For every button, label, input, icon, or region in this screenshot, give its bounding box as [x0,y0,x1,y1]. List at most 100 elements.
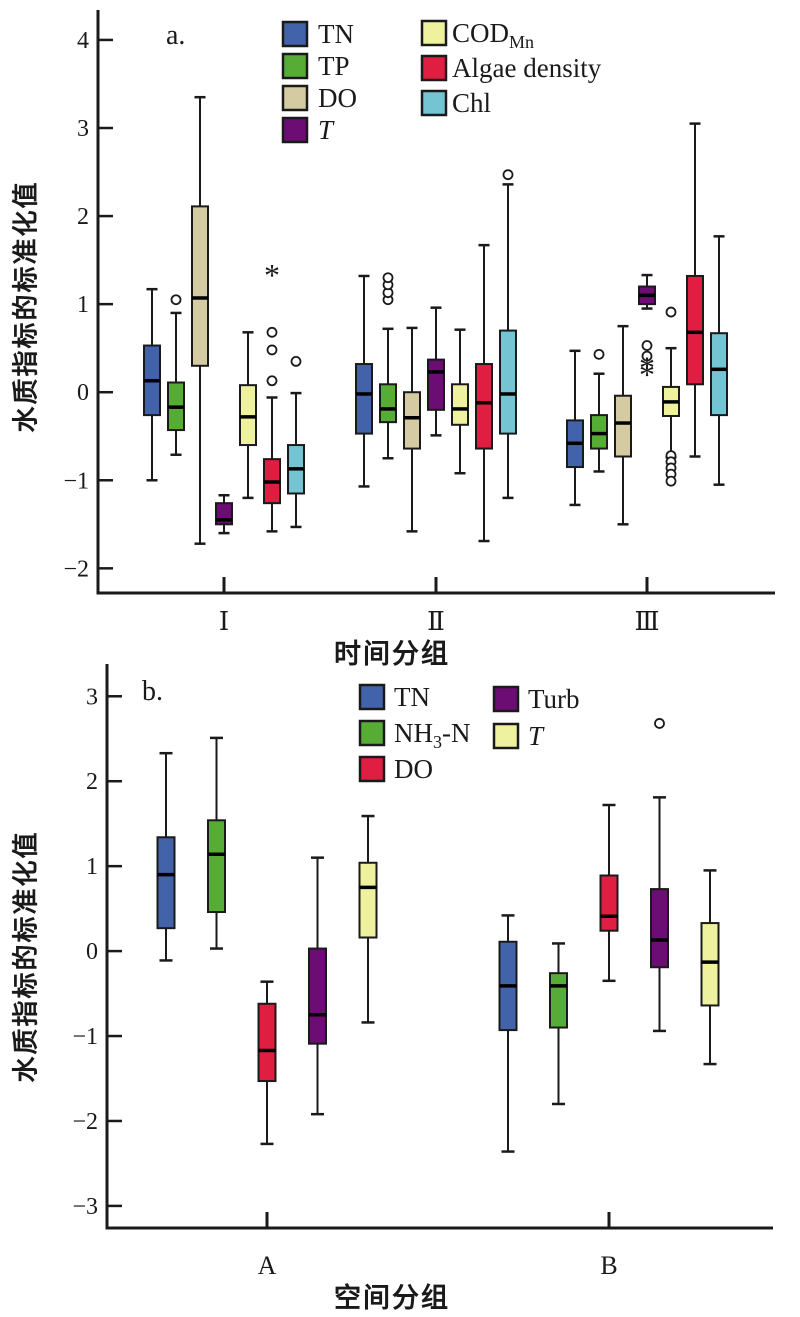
box-COD_Mn-Ⅰ [239,331,257,500]
box-T-Ⅰ [215,493,233,535]
iqr-box [358,861,378,939]
box-TP-Ⅲ [590,348,608,473]
legend-swatch-NH3-N [358,719,386,747]
iqr-box [700,922,720,1007]
iqr-box [308,947,327,1045]
y-tick-label-a: −2 [63,556,89,582]
y-tick-label-a: 2 [77,204,89,230]
box-DO-Ⅱ [403,326,421,533]
box-T-A [358,814,378,1024]
iqr-box [257,1002,277,1083]
y-tick-label-a: 0 [77,380,89,406]
outlier-circle [665,306,677,318]
box-T-B [700,869,720,1066]
outlier-circle [654,718,665,729]
iqr-box [499,329,517,435]
outlier-star: * [639,356,655,392]
legend-label-TP: TP [318,51,350,81]
outlier-star: * [264,257,280,293]
outlier-circle [641,340,653,351]
legend-swatch-TN [281,20,309,48]
box-DO-B [599,803,619,983]
iqr-box [686,274,704,386]
iqr-box [239,384,257,447]
iqr-box [710,332,728,417]
box-Algae density-Ⅲ [686,122,704,458]
box-TN-B [498,914,518,1153]
iqr-box [403,391,421,450]
y-tick-label-a: 1 [77,292,89,318]
legend-label-DO: DO [318,83,357,113]
box-NH3-N-B [549,942,568,1106]
y-tick-label-b: −2 [72,1109,98,1135]
outlier-circle [593,348,605,360]
box-Turb-A [308,856,327,1116]
box-COD_Mn-Ⅲ [662,306,680,487]
panel-a-yaxis-title: 水质指标的标准化值 [11,180,41,433]
iqr-box [191,205,209,367]
legend-label-T: T [528,721,545,751]
legend-label-Algae density: Algae density [452,53,602,83]
legend-swatch-Algae density [420,54,448,82]
box-COD_Mn-Ⅱ [451,328,469,475]
box-T-Ⅲ: ** [638,273,656,392]
y-tick-label-b: −1 [72,1024,98,1050]
iqr-box [614,394,632,458]
legend-label-DO: DO [394,754,433,784]
iqr-box [379,383,397,424]
legend-label-TN: TN [318,19,354,49]
outlier-star: * [639,349,655,385]
panel-b-letter: b. [142,676,163,707]
legend-label-Turb: Turb [528,684,580,714]
iqr-box [451,383,469,426]
box-TN-Ⅲ [566,349,584,507]
box-TN-Ⅱ [355,274,373,488]
legend-swatch-TN [358,683,386,711]
legend-swatch-DO [358,755,386,783]
iqr-box [355,363,373,435]
iqr-box [475,363,493,450]
x-tick-label-a-Ⅲ: Ⅲ [634,607,659,636]
panel-b-xaxis-title: 空间分组 [334,1283,450,1313]
iqr-box [156,836,176,930]
outlier-circle [502,169,514,181]
legend-label-Chl: Chl [452,88,491,118]
panel-a-xaxis-title: 时间分组 [334,639,450,669]
y-tick-label-a: 4 [77,28,89,54]
box-DO-A [257,980,277,1146]
outlier-circle [641,350,653,362]
y-tick-label-a: 3 [77,116,89,142]
legend-swatch-Chl [420,89,448,117]
y-tick-label-b: 3 [86,684,98,710]
panel-b-yaxis-title: 水质指标的标准化值 [11,830,41,1083]
legend-label-T: T [318,115,335,145]
box-NH3-N-A [207,736,226,950]
box-Chl-Ⅱ [499,169,517,500]
box-Turb-B [650,718,669,1033]
x-tick-label-a-Ⅰ: Ⅰ [219,607,229,636]
iqr-box [590,414,608,450]
outlier-circle [382,272,394,284]
panel-b: 3 2 1 0 −1 −2 −3 A B TN NH3-NDO Turb T [72,664,773,1280]
iqr-box [427,358,445,411]
box-DO-Ⅲ [614,324,632,526]
box-Chl-Ⅲ [710,235,728,486]
iqr-box [549,972,568,1029]
legend-label-COD_Mn: CODMn [452,18,534,52]
legend-label-TN: TN [394,682,430,712]
x-tick-label-b-B: B [600,1251,617,1280]
y-tick-label-b: 2 [86,769,98,795]
y-tick-label-b: 1 [86,854,98,880]
box-Algae density-Ⅰ: * [263,257,281,533]
outlier-circle [266,375,278,387]
outlier-circle [266,344,278,356]
outlier-circle [170,294,182,306]
box-Algae density-Ⅱ [475,243,493,543]
box-TP-Ⅱ [379,272,397,460]
legend-label-NH3-N: NH3-N [394,718,471,752]
x-tick-label-a-Ⅱ: Ⅱ [427,607,445,636]
y-tick-label-b: −3 [72,1194,98,1220]
box-DO-Ⅰ [191,95,209,545]
